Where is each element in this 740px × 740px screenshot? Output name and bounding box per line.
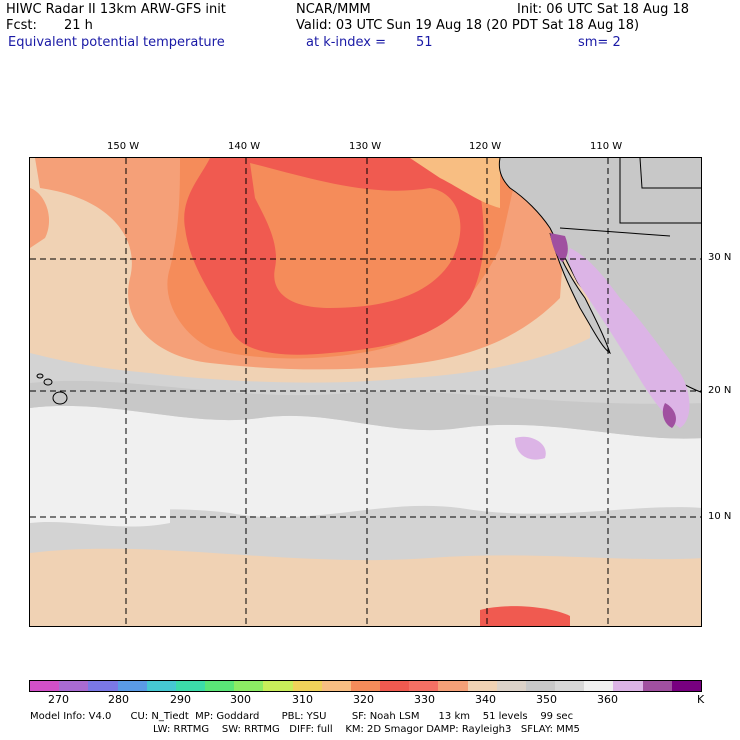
map-canvas [30, 158, 701, 626]
colorbar-swatch-16 [496, 681, 526, 691]
colorbar-swatch-4 [146, 681, 176, 691]
colorbar-swatch-18 [555, 681, 585, 691]
model-title: HIWC Radar II 13km ARW-GFS init [6, 2, 226, 17]
lon-label-110w: 110 W [590, 141, 623, 152]
salmon-west-patch [30, 188, 50, 248]
lat-label-10n: 10 N [708, 511, 732, 522]
colorbar-swatch-20 [613, 681, 643, 691]
model-info-line2: LW: RRTMG SW: RRTMG DIFF: full KM: 2D Sm… [153, 724, 580, 735]
colorbar-label-330: 330 [414, 693, 435, 706]
gray-band-mid [30, 380, 701, 439]
lat-lon-grid [30, 158, 701, 626]
theta-e-map [29, 157, 702, 627]
colorbar-label-350: 350 [536, 693, 557, 706]
white-band-south [30, 497, 170, 527]
purple-mexico-patch [662, 403, 676, 428]
lat-label-30n: 30 N [708, 252, 732, 263]
colorbar-swatch-15 [467, 681, 497, 691]
lavender-ocean-patch [515, 436, 546, 460]
baja-peninsula [549, 232, 611, 355]
colorbar-swatch-1 [59, 681, 89, 691]
colorbar-swatch-21 [642, 681, 672, 691]
colorbar-swatch-13 [409, 681, 439, 691]
colorbar-swatch-6 [205, 681, 235, 691]
colorbar-label-300: 300 [230, 693, 251, 706]
colorbar-label-310: 310 [292, 693, 313, 706]
forecast-hour: 21 h [64, 18, 93, 33]
colorbar-unit: K [697, 693, 705, 706]
colorbar-swatch-11 [350, 681, 381, 691]
organization-label: NCAR/MMM [296, 2, 371, 17]
init-time: Init: 06 UTC Sat 18 Aug 18 [517, 2, 690, 17]
state-borders [559, 158, 701, 237]
field-name: Equivalent potential temperature [8, 35, 225, 50]
lon-label-130w: 130 W [349, 141, 382, 152]
model-info-line1: Model Info: V4.0 CU: N_Tiedt MP: Goddard… [30, 711, 574, 722]
colorbar-swatch-9 [292, 681, 322, 691]
colorbar-swatch-17 [525, 681, 556, 691]
lon-label-150w: 150 W [107, 141, 140, 152]
tan-south-band [30, 548, 701, 626]
lavender-gulf [568, 248, 690, 428]
colorbar-label-280: 280 [108, 693, 129, 706]
colorbar-swatch-19 [584, 681, 614, 691]
colorbar-swatch-12 [380, 681, 410, 691]
smoothing-label: sm= 2 [578, 35, 621, 50]
level-value: 51 [416, 35, 433, 50]
colorbar-label-360: 360 [597, 693, 618, 706]
lon-label-120w: 120 W [469, 141, 502, 152]
colorbar-label-320: 320 [353, 693, 374, 706]
colorbar-swatch-5 [175, 681, 206, 691]
hawaii-big-island [52, 391, 68, 405]
colorbar-swatch-3 [117, 681, 147, 691]
peach-coastal [410, 158, 500, 208]
red-south-patch [480, 606, 570, 626]
colorbar-label-290: 290 [170, 693, 191, 706]
orange-inner-patch [250, 163, 461, 308]
colorbar [29, 680, 702, 692]
hawaii-islands [36, 373, 68, 405]
lat-label-20n: 20 N [708, 385, 732, 396]
hawaii-maui [43, 378, 53, 386]
colorbar-swatch-2 [88, 681, 118, 691]
purple-gulf-patch [550, 233, 568, 262]
hawaii-oahu [36, 373, 44, 379]
colorbar-swatch-7 [234, 681, 264, 691]
colorbar-swatch-8 [263, 681, 293, 691]
lon-label-140w: 140 W [228, 141, 261, 152]
colorbar-label-270: 270 [48, 693, 69, 706]
colorbar-label-340: 340 [475, 693, 496, 706]
forecast-label: Fcst: [6, 18, 37, 33]
level-label: at k-index = [306, 35, 387, 50]
colorbar-swatch-10 [321, 681, 351, 691]
white-band-main [30, 405, 701, 518]
colorbar-swatch-0 [30, 681, 60, 691]
valid-time: Valid: 03 UTC Sun 19 Aug 18 (20 PDT Sat … [296, 18, 640, 33]
colorbar-swatch-22 [671, 681, 701, 691]
colorbar-swatch-14 [438, 681, 468, 691]
